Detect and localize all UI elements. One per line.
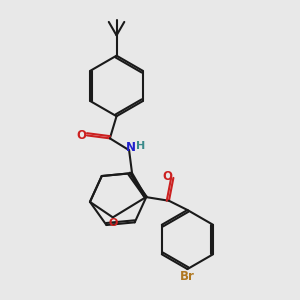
Text: H: H	[136, 141, 145, 151]
Text: O: O	[109, 218, 118, 228]
Text: O: O	[76, 128, 86, 142]
Text: O: O	[163, 169, 173, 182]
Text: N: N	[126, 142, 136, 154]
Text: Br: Br	[180, 270, 195, 283]
